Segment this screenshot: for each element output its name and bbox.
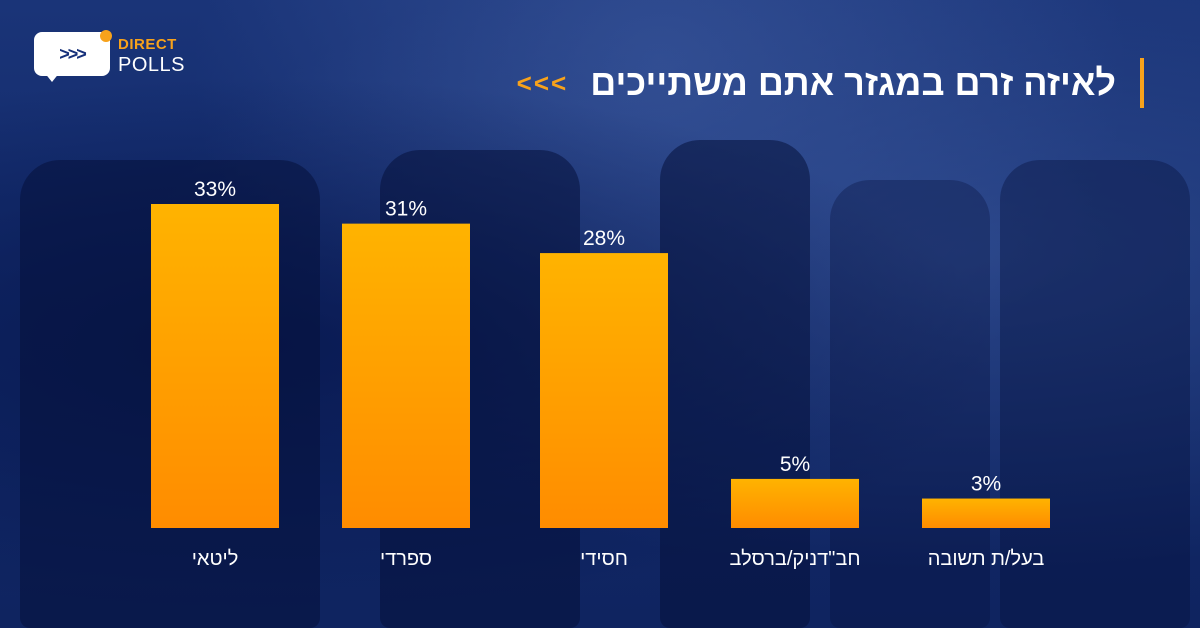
bar-value-label: 5% <box>780 453 810 476</box>
logo-dot <box>100 30 112 42</box>
bar-2 <box>342 223 470 529</box>
bar-4 <box>731 478 859 528</box>
chart-title: לאיזה זרם במגזר אתם משתייכים <box>590 62 1116 103</box>
logo-arrows: >>> <box>59 43 87 64</box>
title-accent-bar <box>1140 58 1144 108</box>
title-row: <<< לאיזה זרם במגזר אתם משתייכים <box>517 58 1144 108</box>
bar-value-label: 31% <box>385 198 427 221</box>
bar-5 <box>922 498 1050 528</box>
logo-text-polls: POLLS <box>118 54 185 76</box>
title-arrows-icon: <<< <box>516 67 569 98</box>
bar-value-label: 33% <box>194 178 236 201</box>
category-label: חב"דניק/ברסלב <box>730 548 861 570</box>
chat-bubble-arrows-icon: >>> <box>34 32 110 76</box>
bar-value-label: 28% <box>583 227 625 250</box>
category-label: בעל/ת תשובה <box>928 548 1045 570</box>
bar-3 <box>540 253 668 528</box>
category-label: ליטאי <box>192 548 239 570</box>
bar-value-label: 3% <box>971 473 1001 496</box>
background-figure <box>830 180 990 628</box>
logo-text-direct: DIRECT <box>118 36 177 53</box>
background-figure <box>1000 160 1190 628</box>
category-label: חסידי <box>580 548 628 570</box>
background-figure <box>660 140 810 628</box>
direct-polls-logo: >>> DIRECT POLLS <box>34 30 184 86</box>
logo-bubble-tail <box>44 72 60 82</box>
bar-1 <box>151 204 279 528</box>
category-label: ספרדי <box>380 548 432 570</box>
